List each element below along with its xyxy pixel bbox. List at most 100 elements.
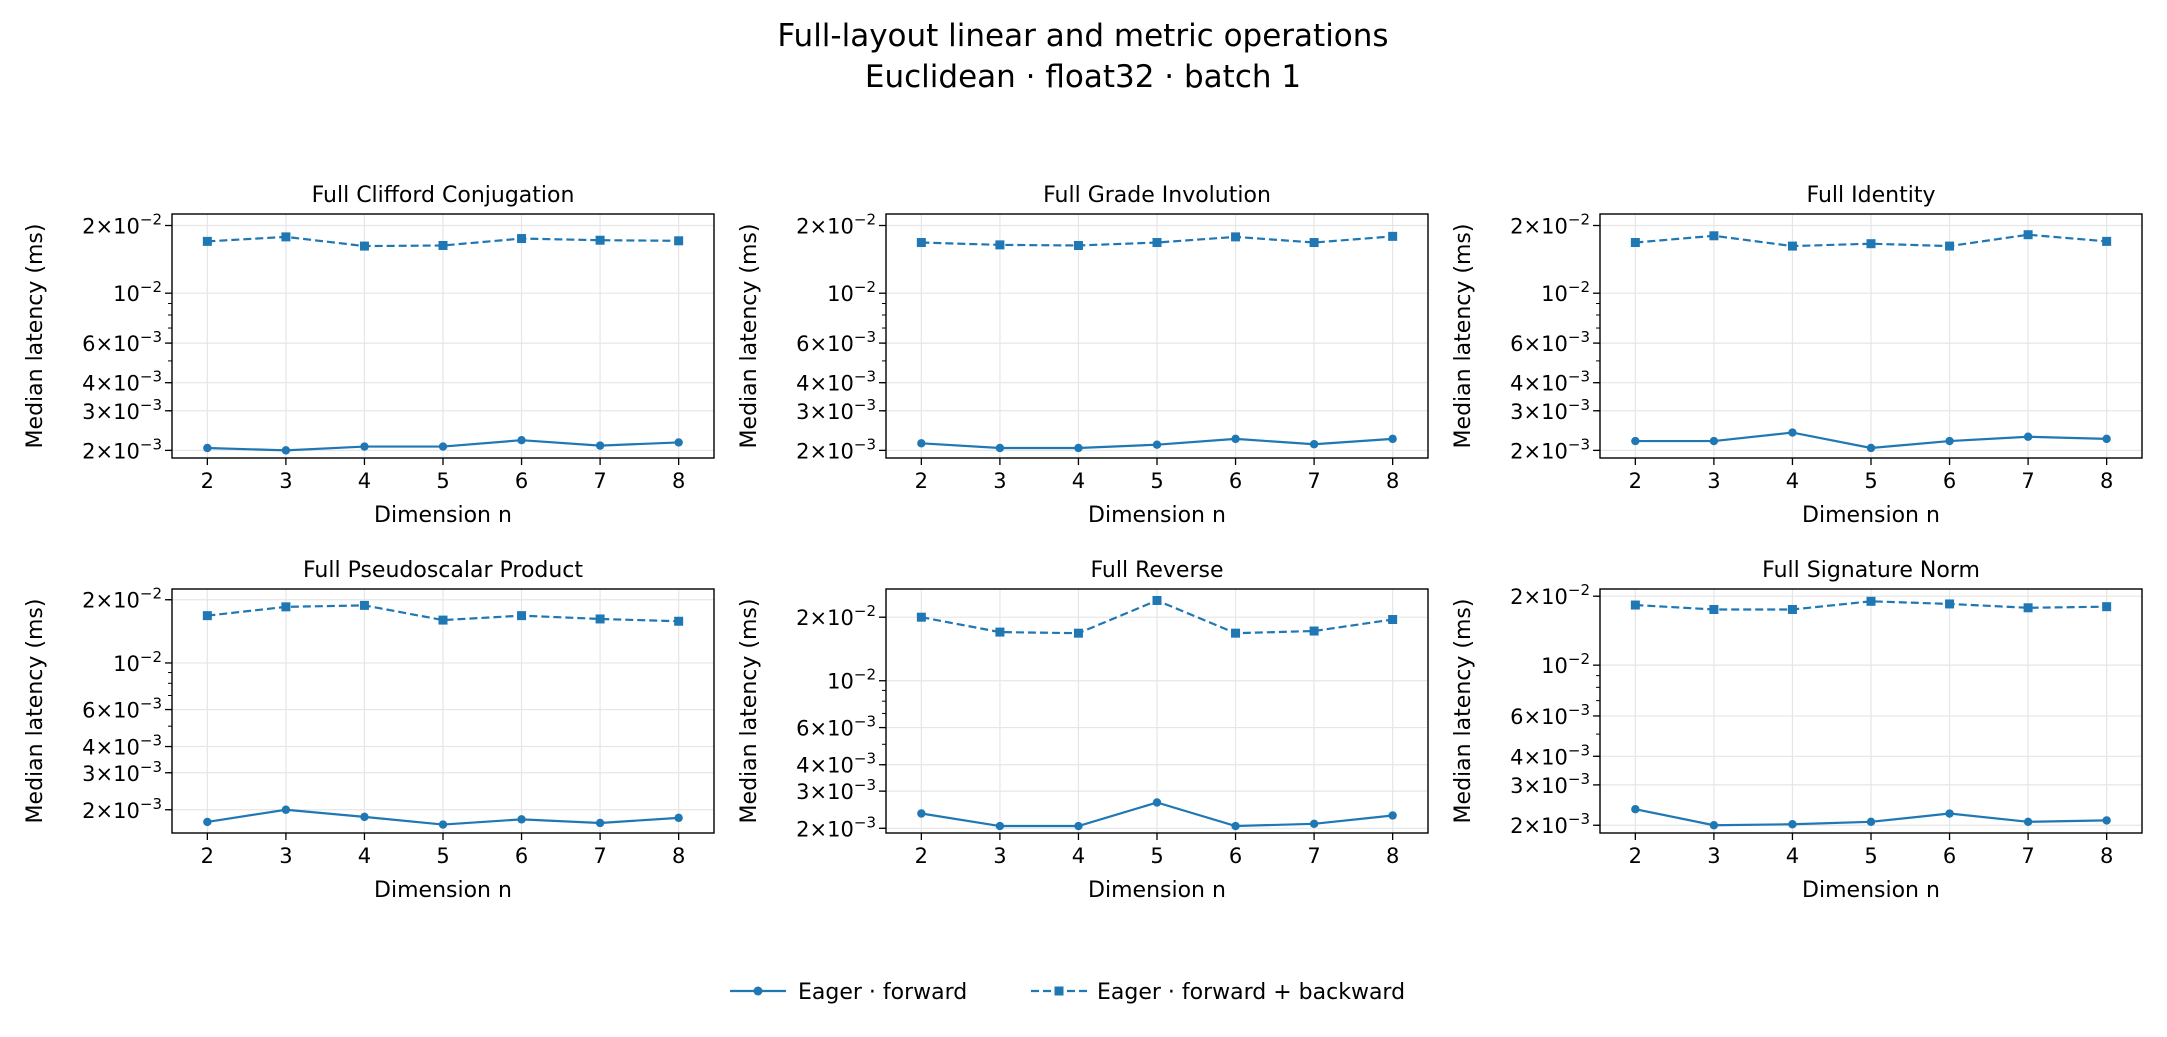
point-forward [1074,821,1083,831]
x-tick-label: 6 [515,469,528,493]
point-forward-backward [359,600,369,610]
point-forward-backward [517,234,527,244]
y-tick-mantissa: 2 [82,439,95,463]
y-tick-exponent: −2 [140,648,162,666]
y-tick-exponent: −3 [854,813,876,831]
x-tick-label: 7 [1307,844,1320,868]
y-tick-label: 2×10−3 [796,435,876,463]
point-forward-backward [1945,599,1955,609]
y-tick-times: × [96,589,114,613]
point-forward-backward [1945,241,1955,251]
point-forward [1388,434,1397,444]
y-tick-exponent: −3 [1568,368,1590,386]
x-tick-label: 4 [1786,844,1799,868]
y-tick-label: 10−2 [1541,650,1590,678]
point-forward [1866,817,1876,827]
x-tick-label: 7 [593,844,606,868]
y-tick-base: 10 [827,332,854,356]
y-tick-base: 10 [113,400,140,424]
x-tick-label: 8 [672,469,685,493]
y-tick-exponent: −3 [140,795,162,813]
y-tick-mantissa: 2 [82,589,95,613]
y-tick-mantissa: 3 [1510,400,1523,424]
point-forward [1388,811,1397,820]
point-forward [1074,443,1083,453]
y-tick-exponent: −2 [140,278,162,296]
y-tick-label: 2×10−3 [82,795,162,823]
x-tick-label: 3 [279,469,292,493]
point-forward [2023,432,2033,441]
x-axis-label: Dimension n [374,878,512,903]
y-tick-exponent: −3 [1568,396,1590,414]
y-tick-exponent: −2 [854,278,876,296]
y-tick-base: 10 [1541,372,1568,396]
y-tick-mantissa: 2 [796,606,809,630]
y-tick-label: 6×10−3 [82,328,162,356]
y-tick-exponent: −2 [1568,211,1590,229]
y-tick-mantissa: 3 [796,780,809,804]
point-forward-backward [1073,240,1083,250]
y-tick-base: 10 [113,762,140,786]
y-tick-exponent: −3 [140,732,162,750]
y-tick-times: × [810,215,828,239]
x-axis-label: Dimension n [1088,503,1226,528]
y-tick-mantissa: 3 [796,400,809,424]
subplot-5: 2 3 4 5 6 7 82×10−210−26×10−34×10−33×10−32×10−… [737,558,1429,903]
subplot-title: Full Identity [1807,183,1936,208]
point-forward-backward [1388,615,1398,625]
point-forward-backward [916,238,926,248]
y-tick-base: 10 [827,670,854,694]
y-axis-label: Median latency (ms) [737,599,762,824]
y-tick-label: 3×10−3 [796,776,876,804]
point-forward [674,438,683,447]
point-forward [995,821,1005,831]
y-axis-label: Median latency (ms) [23,599,48,824]
y-tick-times: × [96,215,114,239]
point-forward [1152,440,1162,449]
x-axis-label: Dimension n [1088,878,1226,903]
y-tick-mantissa: 6 [796,332,809,356]
y-tick-base: 10 [827,439,854,463]
y-tick-mantissa: 6 [1510,705,1523,729]
x-tick-label: 5 [1864,844,1877,868]
point-forward-backward [595,235,605,245]
x-tick-label: 6 [1943,469,1956,493]
y-tick-mantissa: 4 [1510,745,1523,769]
y-tick-base: 10 [113,215,140,239]
x-tick-label: 4 [1072,844,1085,868]
y-tick-label: 6×10−3 [1510,701,1590,729]
y-tick-exponent: −3 [854,750,876,768]
y-tick-times: × [96,332,114,356]
x-tick-label: 8 [1386,469,1399,493]
y-tick-times: × [1524,439,1542,463]
y-tick-exponent: −3 [854,328,876,346]
y-tick-times: × [1524,745,1542,769]
x-tick-label: 6 [1229,844,1242,868]
legend-label-1: Eager · forward [798,980,967,1005]
y-tick-label: 4×10−3 [82,732,162,760]
x-tick-label: 3 [1707,469,1720,493]
point-forward-backward [1787,604,1797,614]
point-forward [517,815,526,824]
point-forward [438,820,448,829]
y-tick-label: 2×10−3 [1510,810,1590,838]
x-tick-label: 3 [993,844,1006,868]
y-tick-times: × [810,754,828,778]
y-tick-label: 6×10−3 [82,695,162,723]
y-tick-exponent: −3 [854,368,876,386]
y-tick-mantissa: 2 [1510,585,1523,609]
point-forward-backward [1231,628,1241,638]
y-tick-exponent: −2 [854,666,876,684]
y-tick-mantissa: 2 [1510,215,1523,239]
x-tick-label: 2 [915,844,928,868]
y-tick-exponent: −3 [140,758,162,776]
point-forward-backward [281,602,291,612]
y-tick-base: 10 [827,400,854,424]
y-tick-times: × [96,439,114,463]
point-forward-backward [2102,236,2112,246]
x-tick-label: 8 [1386,844,1399,868]
y-tick-exponent: −3 [854,396,876,414]
point-forward [917,439,926,448]
y-tick-mantissa: 2 [82,799,95,823]
point-forward [1631,436,1640,446]
